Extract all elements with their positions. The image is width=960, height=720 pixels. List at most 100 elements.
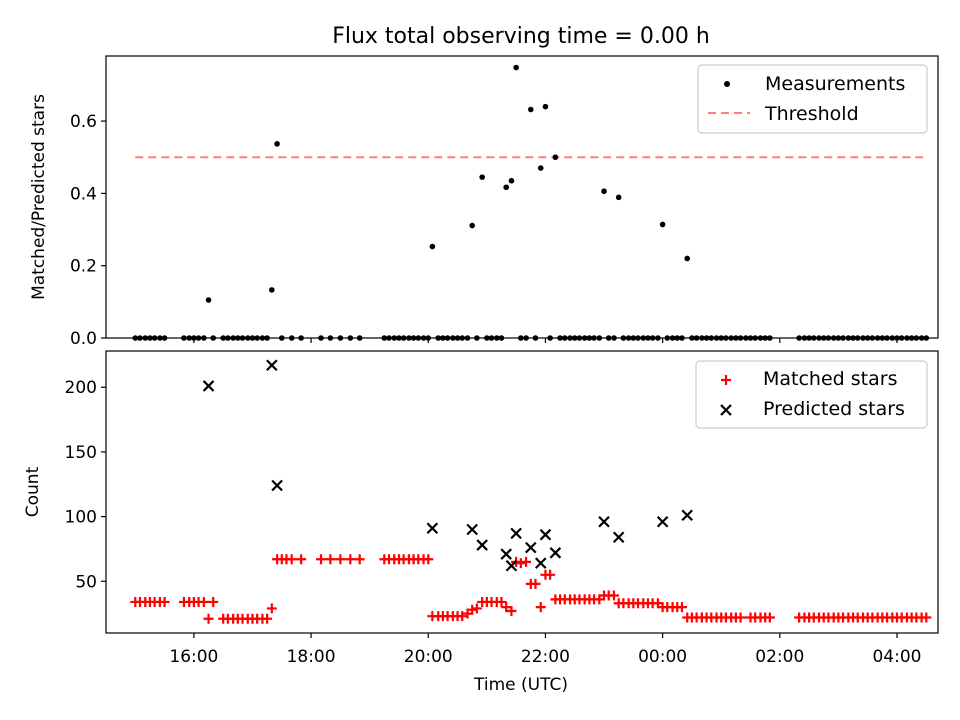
- predicted-star-points: [202, 359, 694, 572]
- x-axis-label: Time (UTC): [473, 675, 568, 695]
- matched-star-point: [325, 554, 336, 565]
- matched-star-point: [535, 602, 546, 613]
- measurement-point: [469, 222, 475, 229]
- matched-star-point: [515, 558, 526, 569]
- y-axis-label: Count: [23, 466, 43, 517]
- predicted-star-point: [466, 523, 478, 536]
- y-tick-label: 100: [65, 508, 97, 528]
- matched-star-point: [457, 611, 468, 622]
- x-tick-label: 20:00: [404, 647, 453, 667]
- legend-plus-mark: [721, 375, 731, 385]
- legend-box: [695, 360, 928, 429]
- matched-star-point: [423, 554, 434, 565]
- y-axis-label: Matched/Predicted stars: [29, 94, 49, 300]
- matched-star-point: [735, 612, 746, 623]
- measurement-point: [479, 174, 485, 180]
- matched-star-point: [608, 590, 619, 601]
- matched-star-point: [335, 554, 346, 565]
- predicted-star-point: [271, 479, 283, 492]
- predicted-star-point: [598, 515, 610, 528]
- matched-star-point: [530, 578, 541, 589]
- x-tick-label: 00:00: [638, 647, 687, 667]
- matched-star-point: [764, 612, 775, 623]
- matched-star-point: [345, 554, 356, 565]
- predicted-star-point: [549, 547, 562, 559]
- legend: Matched stars Predicted stars: [695, 360, 928, 429]
- y-tick-label: 150: [65, 443, 97, 463]
- matched-star-point: [496, 596, 507, 607]
- matched-star-point: [296, 554, 307, 565]
- plot-frame: [105, 55, 939, 339]
- y-tick-label: 0.0: [70, 329, 97, 349]
- matched-star-point: [545, 569, 556, 580]
- matched-star-point: [676, 602, 687, 613]
- measurement-point: [552, 154, 559, 161]
- measurement-point: [615, 194, 622, 201]
- y-tick-label: 50: [75, 572, 97, 592]
- measurement-point: [542, 103, 549, 110]
- matched-star-point: [198, 596, 209, 607]
- predicted-star-point: [476, 539, 488, 551]
- y-tick-label: 200: [65, 378, 97, 398]
- matched-star-point: [521, 556, 532, 567]
- matched-star-point: [266, 603, 277, 614]
- plot-frame: [105, 350, 939, 634]
- predicted-star-point: [534, 557, 547, 569]
- predicted-star-point: [505, 559, 518, 572]
- x-tick-label: 04:00: [872, 647, 921, 667]
- predicted-star-point: [681, 509, 694, 522]
- predicted-star-point: [539, 528, 552, 541]
- measurement-point: [269, 287, 275, 293]
- matched-star-point: [262, 613, 273, 624]
- axes-ticks: 50 100 150 200 16:00 18:00 20:00 22:00 00:00 02:0…: [65, 378, 922, 667]
- predicted-star-point: [202, 380, 215, 392]
- legend-marker-predicted: [720, 404, 732, 416]
- x-tick-label: 22:00: [521, 647, 570, 667]
- matched-star-point: [921, 612, 932, 623]
- legend-marker-measurements: [724, 81, 730, 87]
- legend-label-measurements: Measurements: [765, 73, 905, 95]
- predicted-star-point: [500, 548, 512, 560]
- legend: Measurements Threshold: [697, 64, 928, 134]
- measurement-point: [659, 221, 666, 228]
- matched-star-point: [208, 596, 219, 607]
- ratio-panel: Flux total observing time = 0.00 h Match…: [29, 24, 939, 349]
- matched-star-point: [506, 606, 517, 617]
- matched-star-point: [316, 554, 327, 565]
- legend-marker-matched: [721, 375, 731, 385]
- x-tick-label: 02:00: [755, 647, 804, 667]
- predicted-star-point: [510, 527, 522, 540]
- matched-star-point: [467, 604, 478, 615]
- chart-title: Flux total observing time = 0.00 h: [332, 24, 710, 49]
- x-tick-label: 18:00: [287, 647, 336, 667]
- y-tick-label: 0.2: [70, 257, 97, 277]
- predicted-star-point: [525, 541, 537, 554]
- predicted-star-point: [612, 531, 625, 544]
- measurement-point: [601, 188, 607, 195]
- y-axis: 0.0 0.2 0.4 0.6: [70, 112, 106, 349]
- measurement-point: [508, 177, 515, 184]
- measurement-point: [205, 297, 212, 303]
- matched-star-point: [471, 603, 482, 614]
- count-panel: Count Time (UTC) 50 100 150 200 16:00 18:00 20…: [23, 350, 939, 695]
- legend-x-mark: [720, 404, 732, 416]
- legend-label-threshold: Threshold: [764, 103, 859, 125]
- measurement-point: [503, 184, 509, 191]
- y-tick-label: 0.6: [70, 112, 97, 132]
- legend-label-predicted: Predicted stars: [763, 398, 905, 420]
- legend-box: [697, 64, 928, 134]
- matched-star-point: [354, 554, 365, 565]
- matched-star-point: [203, 613, 214, 624]
- measurement-point: [527, 106, 534, 113]
- measurement-point: [429, 243, 436, 250]
- predicted-star-point: [266, 359, 278, 372]
- matched-star-point: [286, 554, 297, 565]
- measurement-point: [684, 255, 691, 262]
- predicted-star-point: [656, 515, 669, 528]
- predicted-star-point: [426, 522, 439, 534]
- legend-label-matched: Matched stars: [763, 368, 897, 390]
- matched-star-point: [159, 596, 170, 607]
- matched-star-point: [501, 602, 512, 613]
- x-tick-label: 16:00: [169, 647, 218, 667]
